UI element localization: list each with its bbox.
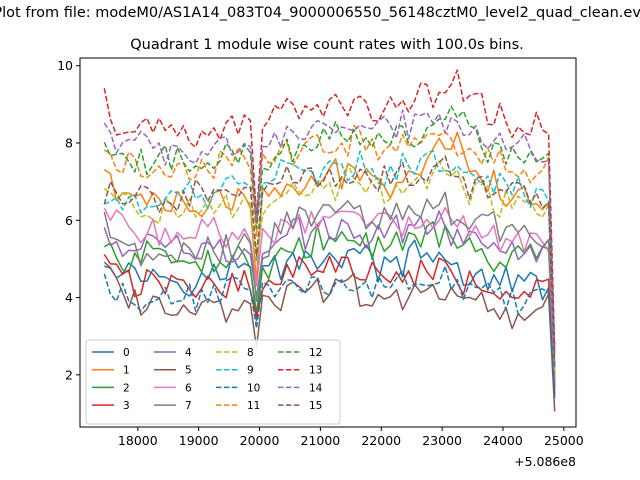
series-line-10: [103, 265, 556, 399]
legend-label: 10: [247, 382, 260, 394]
y-tick-label: 8: [65, 136, 73, 151]
series-line-5: [103, 261, 556, 412]
series-line-0: [104, 239, 556, 391]
legend-label: 13: [309, 365, 322, 377]
figure-suptitle: Plot from file: modeM0/AS1A14_083T04_900…: [0, 5, 640, 21]
legend-label: 11: [247, 400, 260, 412]
legend-label: 9: [247, 365, 254, 377]
series-line-8: [103, 160, 556, 372]
legend-label: 15: [309, 400, 322, 412]
series-line-3: [103, 254, 556, 395]
x-tick-label: 21000: [301, 433, 341, 448]
ticks-layer: 18000 19000 20000 21000 22000 23000 24000 25000…: [57, 58, 584, 448]
legend-label: 2: [123, 382, 130, 394]
x-tick-label: 19000: [179, 433, 219, 448]
x-tick-label: 23000: [422, 433, 462, 448]
legend-label: 8: [247, 347, 254, 359]
plot-title: Quadrant 1 module wise count rates with …: [130, 37, 524, 53]
series-line-4: [103, 210, 556, 383]
legend-label: 12: [309, 347, 322, 359]
series-line-11: [103, 124, 556, 360]
legend-label: 14: [309, 382, 323, 394]
x-offset-label: +5.086e8: [514, 454, 576, 469]
legend-frame: [85, 339, 341, 425]
series-line-14: [103, 109, 556, 352]
legend-label: 3: [123, 400, 130, 412]
series-line-9: [103, 149, 556, 368]
series-line-6: [103, 206, 556, 379]
axes-frame: [79, 57, 577, 428]
x-tick-label: 18000: [118, 433, 158, 448]
y-tick-label: 10: [57, 58, 73, 73]
y-tick-label: 2: [65, 367, 73, 382]
legend-label: 7: [185, 400, 192, 412]
legend-label: 6: [185, 382, 192, 394]
legend-label: 4: [185, 347, 192, 359]
x-tick-label: 22000: [361, 433, 401, 448]
x-tick-label: 25000: [544, 433, 584, 448]
legend-label: 0: [123, 347, 130, 359]
y-tick-label: 6: [65, 213, 73, 228]
x-tick-label: 24000: [483, 433, 523, 448]
series-line-15: [103, 155, 556, 368]
legend-label: 5: [185, 365, 192, 377]
x-tick-label: 20000: [240, 433, 280, 448]
series-line-13: [103, 69, 556, 348]
legend-label: 1: [123, 365, 130, 377]
series-line-12: [103, 105, 556, 356]
series-layer: [103, 69, 556, 412]
series-line-7: [103, 191, 556, 379]
y-tick-label: 4: [65, 290, 73, 305]
